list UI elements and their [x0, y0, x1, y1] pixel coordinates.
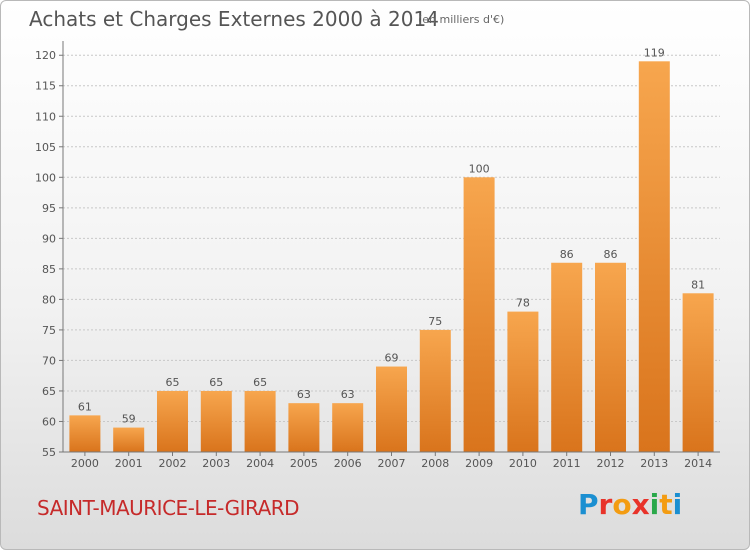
bar [113, 427, 145, 452]
data-label: 75 [428, 315, 442, 328]
x-tick-label: 2013 [640, 457, 668, 470]
y-tick-label: 65 [42, 385, 56, 398]
x-tick-label: 2004 [246, 457, 274, 470]
proxiti-logo: Proxiti [578, 488, 682, 521]
x-tick-label: 2014 [684, 457, 712, 470]
bar [463, 177, 495, 452]
data-label: 59 [122, 413, 136, 426]
logo-letter: P [578, 488, 599, 521]
bar [551, 262, 583, 452]
logo-letter: i [672, 488, 683, 521]
data-label: 63 [341, 388, 355, 401]
x-tick-label: 2007 [378, 457, 406, 470]
bar [682, 293, 714, 452]
y-tick-label: 95 [42, 202, 56, 215]
bar [157, 390, 188, 452]
bar [595, 262, 626, 452]
data-labels: 61 59 65 65 65 63 63 69 75 100 78 86 86 119 81 [78, 46, 705, 425]
data-label: 100 [469, 162, 490, 175]
bar [200, 390, 232, 452]
bar [244, 390, 276, 452]
logo-letter: i [649, 488, 660, 521]
y-tick-label: 85 [42, 263, 56, 276]
y-tick-label: 80 [42, 293, 56, 306]
y-tick-label: 120 [35, 49, 56, 62]
x-tick-label: 2003 [202, 457, 230, 470]
data-label: 119 [644, 46, 665, 59]
chart-title: Achats et Charges Externes 2000 à 2014 [29, 7, 439, 31]
x-tick-label: 2009 [465, 457, 493, 470]
data-label: 78 [516, 297, 530, 310]
x-tick-label: 2012 [597, 457, 625, 470]
bars [69, 61, 714, 452]
bar [376, 366, 407, 452]
y-tick-label: 100 [35, 171, 56, 184]
bar [332, 403, 364, 452]
y-tick-label: 115 [35, 80, 56, 93]
logo-letter: o [612, 488, 632, 521]
x-tick-label: 2001 [115, 457, 143, 470]
logo-letter: t [659, 488, 673, 521]
bar [288, 403, 320, 452]
x-tick-label: 2006 [334, 457, 362, 470]
data-label: 86 [604, 248, 618, 261]
y-tick-label: 110 [35, 110, 56, 123]
x-tick-label: 2008 [421, 457, 449, 470]
data-label: 86 [560, 248, 574, 261]
data-label: 65 [209, 376, 223, 389]
logo-letter: x [631, 488, 650, 521]
chart-subtitle: (en milliers d'€) [418, 13, 505, 26]
bar [507, 311, 539, 452]
x-tick-label: 2010 [509, 457, 537, 470]
x-tick-label: 2002 [159, 457, 187, 470]
x-tick-label: 2011 [553, 457, 581, 470]
y-tick-label: 60 [42, 415, 56, 428]
data-label: 65 [166, 376, 180, 389]
y-tick-label: 55 [42, 446, 56, 459]
y-tick-label: 70 [42, 354, 56, 367]
bar [638, 61, 670, 452]
axes: 55 60 65 70 75 80 85 90 95 100 105 110 115 120 2000 200… [35, 41, 720, 470]
y-tick-label: 75 [42, 324, 56, 337]
data-label: 69 [385, 352, 399, 365]
data-label: 61 [78, 400, 92, 413]
y-tick-label: 90 [42, 232, 56, 245]
x-tick-label: 2005 [290, 457, 318, 470]
logo-letter: r [598, 488, 613, 521]
y-tick-label: 105 [35, 141, 56, 154]
data-label: 81 [691, 278, 705, 291]
data-label: 63 [297, 388, 311, 401]
data-label: 65 [253, 376, 267, 389]
bar [69, 415, 101, 452]
bar [419, 329, 451, 452]
commune-name: SAINT-MAURICE-LE-GIRARD [37, 496, 300, 520]
x-tick-label: 2000 [71, 457, 99, 470]
